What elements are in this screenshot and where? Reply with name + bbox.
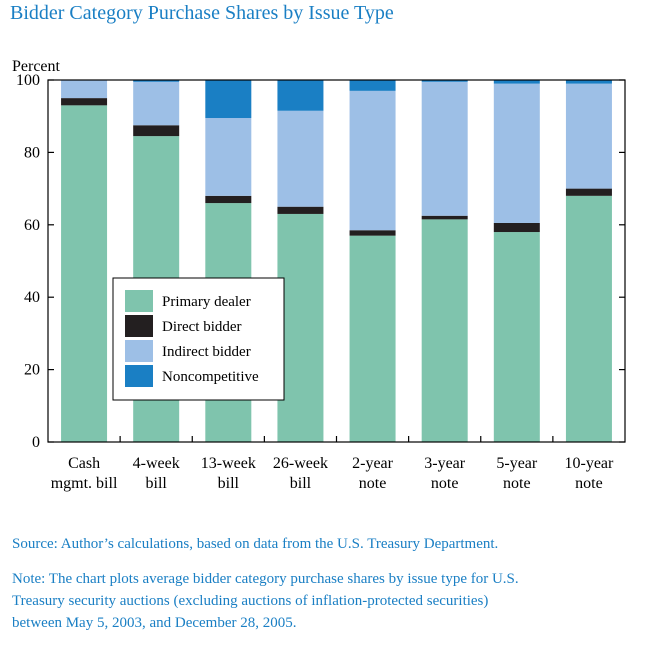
bar-segment-indirect-bidder [133,81,180,126]
bar-segment-indirect-bidder [493,83,540,223]
bar-segment-noncompetitive [133,80,180,82]
x-category-label: mgmt. bill [51,475,118,492]
bar-segment-noncompetitive [349,80,396,91]
bar-segment-direct-bidder [421,215,468,220]
y-tick-label: 0 [32,434,40,451]
chart-title: Bidder Category Purchase Shares by Issue… [10,2,394,24]
note-line: Treasury security auctions (excluding au… [12,593,489,609]
bar-segment-indirect-bidder [205,118,252,196]
bar-segment-indirect-bidder [61,80,108,99]
bar-segment-primary-dealer [349,235,396,442]
x-category-label: note [575,475,603,492]
legend: Primary dealer Direct bidder Indirect bidd… [112,277,285,401]
note-line: between May 5, 2003, and December 28, 20… [12,615,297,631]
bar-segment-indirect-bidder [277,110,324,207]
legend-swatch-primary-dealer [125,290,153,312]
x-category-label: 13-week [201,455,256,472]
bar-segment-direct-bidder [493,222,540,233]
bar-segment-primary-dealer [493,232,540,442]
bar-segment-indirect-bidder [565,83,612,189]
bar-segment-noncompetitive [205,80,252,119]
legend-label: Noncompetitive [162,369,259,385]
y-tick-label: 60 [24,217,40,234]
bar-segment-direct-bidder [61,98,108,106]
legend-label: Indirect bidder [162,344,251,360]
legend-swatch-direct-bidder [125,315,153,337]
legend-label: Primary dealer [162,294,251,310]
x-category-label: 10-year [565,455,615,472]
source-text: Source: Author’s calculations, based on … [12,536,499,552]
x-category-label: note [431,475,459,492]
bar-segment-primary-dealer [61,105,108,442]
x-category-label: Cash [68,455,100,472]
x-category-label: bill [146,475,168,492]
y-tick-label: 40 [24,289,40,306]
note-text: Note: The chart plots average bidder cat… [12,568,519,634]
bar-segment-noncompetitive [421,80,468,82]
legend-label: Direct bidder [162,319,242,335]
x-category-label: 3-year [424,455,466,472]
bar-segment-noncompetitive [277,80,324,111]
y-tick-label: 80 [24,144,40,161]
bar-segment-noncompetitive [565,80,612,84]
x-category-label: note [503,475,531,492]
bar-segment-direct-bidder [349,230,396,236]
y-axis-label: Percent [12,58,61,75]
bar-segment-direct-bidder [205,195,252,204]
x-category-label: 4-week [133,455,180,472]
x-category-label: bill [290,475,312,492]
bar-segment-indirect-bidder [349,90,396,231]
y-tick-label: 20 [24,362,40,379]
bar-segment-direct-bidder [277,206,324,214]
y-tick-label: 100 [16,72,40,89]
note-line: Note: The chart plots average bidder cat… [12,571,519,587]
x-category-label: bill [218,475,240,492]
bar-segment-primary-dealer [565,195,612,442]
bar-segment-indirect-bidder [421,81,468,216]
legend-swatch-indirect-bidder [125,340,153,362]
bar-segment-primary-dealer [277,213,324,442]
bar-segment-direct-bidder [133,125,180,137]
bar-segment-noncompetitive [493,80,540,84]
x-category-label: 5-year [496,455,538,472]
legend-swatch-noncompetitive [125,365,153,387]
axis-group: 0 20 40 60 80 100 Cash mgmt. bill 4-week bill 13-w… [16,72,625,492]
x-category-label: 2-year [352,455,394,472]
bar-segment-direct-bidder [565,188,612,196]
x-category-label: 26-week [273,455,328,472]
bar-segment-primary-dealer [421,219,468,442]
x-category-label: note [359,475,387,492]
